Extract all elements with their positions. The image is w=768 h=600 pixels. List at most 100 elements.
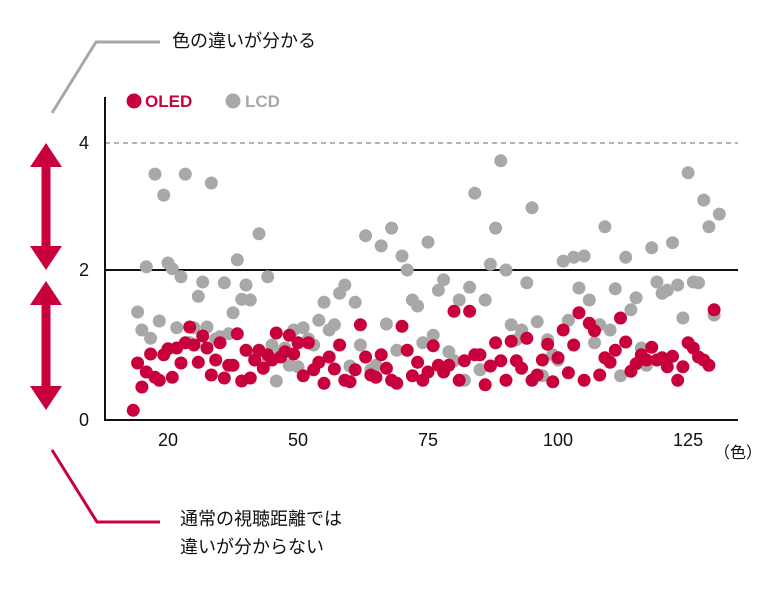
data-point-oled [666, 349, 679, 363]
data-point-lcd [463, 280, 477, 294]
data-point-lcd [327, 318, 341, 332]
data-point-oled [282, 328, 296, 342]
data-point-oled [213, 336, 227, 350]
data-point-lcd [473, 363, 487, 377]
data-point-oled [535, 353, 549, 367]
data-point-oled [204, 368, 218, 382]
data-point-oled [608, 343, 622, 357]
data-point-lcd [421, 235, 435, 249]
data-point-oled [603, 355, 617, 369]
data-point-lcd [525, 201, 539, 215]
data-point-oled [483, 359, 497, 373]
data-point-lcd [131, 305, 145, 319]
data-point-oled [421, 365, 435, 379]
data-point-lcd [178, 167, 192, 181]
data-point-oled [463, 304, 477, 318]
data-point-lcd [504, 318, 518, 332]
data-point-lcd [139, 260, 153, 274]
data-point-oled [174, 356, 188, 370]
y-tick-labels: 0 2 4 [79, 133, 89, 430]
data-point-lcd [478, 293, 492, 307]
data-point-oled [379, 361, 393, 375]
data-point-oled [131, 356, 145, 370]
x-tick-labels: 20 50 75 100 125 [158, 430, 703, 450]
data-point-lcd [369, 358, 383, 372]
data-point-oled [291, 336, 305, 350]
data-point-lcd [483, 257, 497, 271]
data-point-lcd [692, 276, 705, 290]
data-point-lcd [261, 270, 275, 284]
data-point-lcd [468, 186, 482, 200]
annotation-leader-bottom [50, 449, 160, 524]
data-point-oled [230, 327, 244, 341]
data-point-lcd [390, 343, 404, 357]
data-point-lcd [671, 278, 685, 292]
data-point-lcd [265, 338, 279, 352]
data-point-oled [369, 370, 383, 384]
data-point-oled [593, 368, 607, 382]
data-point-lcd [217, 276, 231, 290]
data-point-oled [348, 363, 362, 377]
legend-label-oled: OLED [145, 92, 192, 111]
y-tick-label: 4 [79, 133, 89, 153]
data-point-lcd [296, 321, 310, 335]
data-point-oled [191, 355, 205, 369]
data-point-oled [152, 373, 166, 387]
y-tick-label: 2 [79, 260, 89, 280]
data-point-oled [353, 318, 367, 332]
data-point-oled [256, 361, 270, 375]
data-point-oled [243, 371, 257, 385]
annotation-visible-difference: 色の違いが分かる [172, 31, 316, 52]
data-point-lcd [174, 270, 188, 284]
data-point-lcd [572, 281, 586, 295]
data-point-lcd [170, 321, 184, 335]
data-point-lcd [252, 227, 266, 241]
data-point-lcd [230, 253, 244, 267]
data-point-oled [400, 343, 414, 357]
data-point-lcd [489, 221, 503, 235]
data-point-oled [333, 338, 347, 352]
data-point-lcd [561, 313, 575, 327]
data-point-oled [217, 371, 231, 385]
legend-marker-lcd [225, 93, 241, 109]
data-point-lcd [530, 315, 544, 329]
data-point-oled [135, 380, 149, 394]
data-point-lcd [494, 154, 508, 168]
data-point-lcd [191, 289, 205, 303]
data-point-oled [248, 353, 262, 367]
data-point-lcd [437, 273, 451, 287]
x-tick-label: 50 [288, 430, 308, 450]
data-point-oled [546, 375, 560, 389]
data-point-lcd [317, 295, 331, 309]
reference-lines [105, 142, 738, 271]
data-point-lcd [385, 221, 399, 235]
data-point-oled [588, 324, 601, 338]
data-point-lcd [152, 314, 166, 328]
data-point-lcd [681, 166, 695, 180]
data-point-oled [473, 348, 487, 362]
data-point-oled [478, 378, 492, 392]
series-oled-points [126, 303, 721, 417]
data-point-oled [671, 373, 685, 387]
data-point-oled [269, 326, 283, 340]
data-point-oled [165, 370, 179, 384]
data-point-lcd [353, 338, 367, 352]
data-point-oled [556, 323, 570, 337]
legend-marker-oled [126, 93, 142, 109]
data-point-oled [200, 341, 214, 355]
data-point-oled [499, 373, 513, 387]
x-axis-unit-label: （色） [714, 443, 762, 462]
data-point-lcd [269, 374, 283, 388]
data-point-lcd [431, 283, 445, 297]
data-point-oled [411, 355, 425, 369]
data-point-lcd [608, 282, 622, 296]
data-point-oled [187, 338, 201, 352]
data-point-lcd [239, 278, 253, 292]
legend-label-lcd: LCD [245, 92, 280, 111]
x-tick-label: 20 [158, 430, 178, 450]
data-point-lcd [577, 249, 591, 263]
data-point-oled [395, 319, 409, 333]
data-point-oled [209, 353, 223, 367]
